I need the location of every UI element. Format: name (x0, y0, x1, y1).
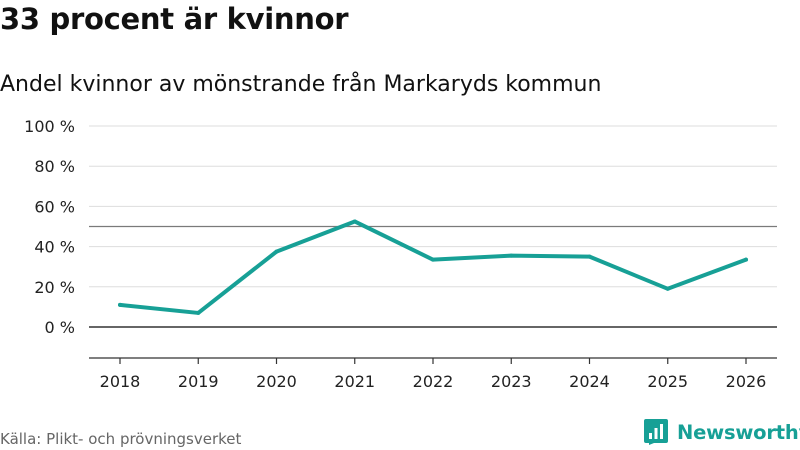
line-chart: 0 % 20 % 40 % 60 % 80 % 100 % 2018 2019 2020 2021… (24, 117, 777, 391)
chart-subtitle: Andel kvinnor av mönstrande från Markary… (0, 72, 602, 97)
x-tick-label: 2022 (413, 372, 454, 391)
data-point (352, 219, 357, 224)
x-tick-label: 2019 (178, 372, 219, 391)
newsworthy-logo-icon (644, 419, 668, 445)
x-tick-label: 2021 (334, 372, 375, 391)
x-tick-label: 2020 (256, 372, 297, 391)
brand-logo: Newsworthy (644, 419, 800, 445)
x-tick-label: 2025 (647, 372, 688, 391)
x-tick-label: 2018 (100, 372, 141, 391)
y-tick-label: 100 % (24, 117, 75, 136)
data-point (665, 286, 670, 291)
data-point (587, 254, 592, 259)
data-point (744, 257, 748, 262)
data-point (196, 310, 201, 315)
series-line (118, 219, 748, 315)
source-note: Källa: Plikt- och prövningsverket (0, 430, 242, 448)
data-point (274, 249, 279, 254)
chart-title: 33 procent är kvinnor (0, 2, 349, 36)
x-tick-label: 2024 (569, 372, 610, 391)
data-point (118, 302, 122, 307)
x-tick-label: 2026 (726, 372, 767, 391)
y-tick-label: 40 % (34, 238, 75, 257)
data-point (431, 257, 435, 262)
y-tick-label: 80 % (34, 157, 75, 176)
data-point (509, 253, 514, 258)
y-tick-label: 0 % (45, 318, 75, 337)
y-tick-label: 20 % (34, 278, 75, 297)
x-tick-label: 2023 (491, 372, 532, 391)
y-tick-label: 60 % (34, 197, 75, 216)
brand-name: Newsworthy (677, 420, 800, 444)
